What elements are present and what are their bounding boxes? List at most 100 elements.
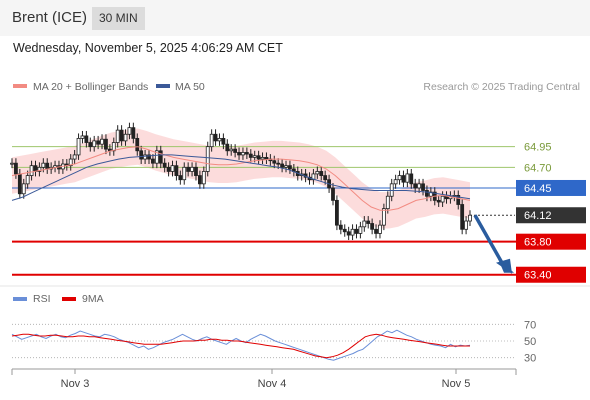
candle-body xyxy=(409,173,414,185)
candle-body xyxy=(111,142,116,152)
candle-body xyxy=(342,228,347,233)
candle xyxy=(464,216,468,235)
timeframe-button[interactable]: 30 MIN xyxy=(92,7,145,30)
candle xyxy=(14,158,18,179)
candle xyxy=(362,216,367,232)
candle-body xyxy=(29,165,34,176)
legend-label-ma50: MA 50 xyxy=(175,81,205,93)
candle xyxy=(381,203,386,231)
candle-body xyxy=(10,162,14,165)
candle xyxy=(37,162,42,177)
candle-body xyxy=(147,154,151,160)
candle xyxy=(80,130,85,144)
candle xyxy=(197,170,202,189)
candle-body xyxy=(233,148,238,153)
candle-body xyxy=(201,171,206,185)
candle xyxy=(225,139,230,156)
candle xyxy=(135,133,140,156)
candle xyxy=(350,224,355,241)
candle-body xyxy=(248,153,253,158)
candle-body xyxy=(158,150,163,164)
candle-body xyxy=(464,220,468,230)
candle-body xyxy=(436,199,441,203)
level-label-64-70: 64.70 xyxy=(524,162,552,174)
candle xyxy=(174,160,179,181)
candle-body xyxy=(217,137,222,142)
candle xyxy=(397,170,402,185)
candle xyxy=(319,166,324,181)
candle xyxy=(413,178,418,193)
candle-body xyxy=(440,195,445,203)
candle xyxy=(436,195,441,207)
ma50-line xyxy=(11,154,471,201)
candle xyxy=(96,135,101,150)
candle xyxy=(370,218,375,235)
rsi-tick-50: 50 xyxy=(524,336,536,348)
timestamp: Wednesday, November 5, 2025 4:06:29 AM C… xyxy=(13,41,283,55)
candle-body xyxy=(338,224,343,230)
candle xyxy=(25,170,30,189)
legend-label-rsi-ma: 9MA xyxy=(82,293,104,305)
candle-body xyxy=(166,166,171,172)
candle xyxy=(213,129,218,146)
candle-body xyxy=(162,162,167,168)
level-label-last: 64.12 xyxy=(524,210,552,222)
candle-body xyxy=(135,137,140,152)
candle xyxy=(72,149,77,165)
candle xyxy=(342,224,347,237)
candle-body xyxy=(370,223,375,230)
candle xyxy=(284,160,288,173)
candle xyxy=(338,220,343,235)
candle-body xyxy=(104,138,108,150)
legend-swatch-rsi-ma xyxy=(62,297,76,301)
candle xyxy=(205,141,210,177)
candle-body xyxy=(213,133,218,142)
candle xyxy=(221,133,226,150)
candle xyxy=(248,149,253,163)
candle xyxy=(346,226,351,241)
candle xyxy=(147,149,151,165)
candle-body xyxy=(205,146,210,172)
candle-body xyxy=(154,150,159,164)
candle xyxy=(311,168,316,185)
candle xyxy=(151,154,155,169)
candle xyxy=(104,134,108,155)
candle-body xyxy=(143,154,147,160)
candle-body xyxy=(123,133,128,142)
candle xyxy=(84,130,89,148)
x-tick-label: Nov 5 xyxy=(442,378,471,390)
candle xyxy=(241,147,245,160)
candle xyxy=(331,183,335,206)
candle-body xyxy=(45,162,50,170)
candle-body xyxy=(127,127,132,135)
forecast-arrow-shaft xyxy=(473,214,507,269)
candle xyxy=(123,129,128,146)
candle xyxy=(131,122,136,144)
level-label-63-40: 63.40 xyxy=(524,270,552,282)
candle-body xyxy=(190,166,194,172)
rsi-tick-70: 70 xyxy=(524,319,536,331)
candle xyxy=(244,147,249,160)
candle-body xyxy=(131,127,136,139)
legend-label-rsi: RSI xyxy=(33,293,51,305)
candle-body xyxy=(72,154,77,160)
candle-body xyxy=(100,138,104,145)
rsi-ma-line xyxy=(11,333,470,359)
candle xyxy=(409,168,414,189)
candle xyxy=(335,195,339,231)
candle-body xyxy=(354,228,359,234)
candle xyxy=(366,216,371,229)
candle xyxy=(401,170,406,188)
candle xyxy=(417,178,422,193)
candle xyxy=(460,199,465,235)
candle-body xyxy=(358,226,363,234)
candle-body xyxy=(21,183,26,195)
candle xyxy=(119,125,124,146)
candle-body xyxy=(405,173,410,183)
candle-body xyxy=(366,220,371,224)
candle-body xyxy=(319,171,324,176)
forecast-arrow-head-tip xyxy=(496,258,512,274)
candle-body xyxy=(374,228,378,234)
candle-body xyxy=(41,162,46,168)
